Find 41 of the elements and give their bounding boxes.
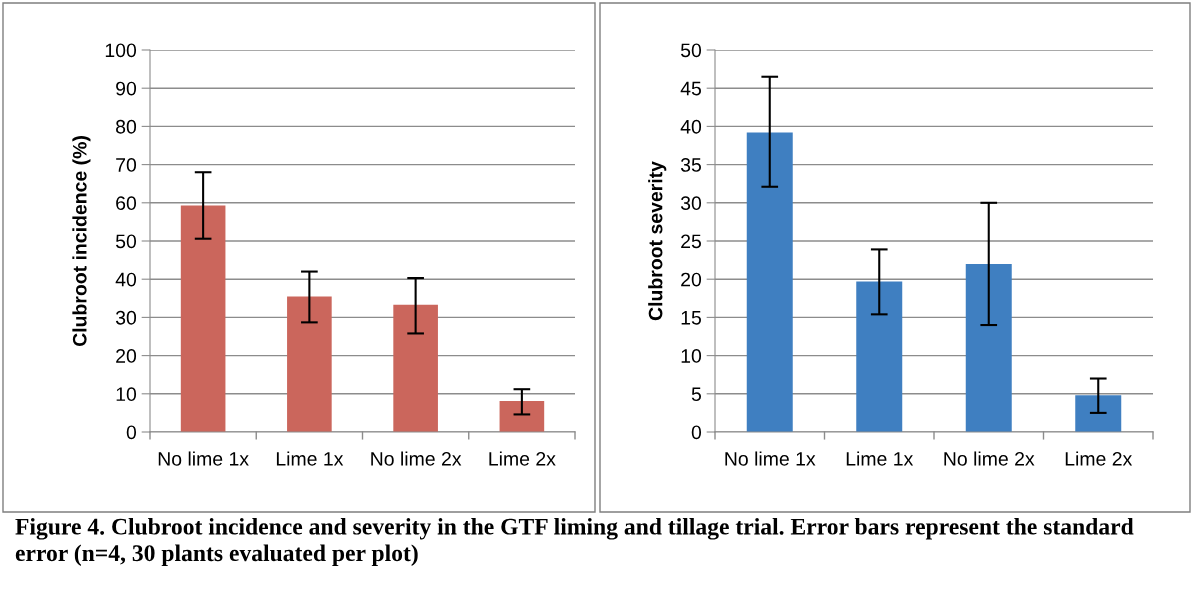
y-tick-label: 90 [116,81,137,96]
y-tick-label: 35 [680,158,701,172]
y-tick-label: 30 [680,196,702,211]
y-tick-label: 50 [680,43,702,58]
bar [856,281,903,432]
bar [965,263,1012,432]
y-tick-label: 40 [115,272,137,287]
bar [499,401,545,432]
y-axis-title: Clubroot severity [648,161,667,321]
bar [746,132,793,432]
y-tick-label: 45 [680,81,701,96]
x-tick-label: Lime 1x [276,451,344,466]
y-tick-label: 0 [126,425,137,440]
y-tick-label: 30 [115,310,137,325]
x-tick-label: No lime 2x [371,451,462,466]
x-tick-label: No lime 1x [725,451,816,466]
caption: Figure 4. Clubroot incidence and severity in the GTF liming and tillage trial. Error bars represent the standard error (n=4, 30 plants evaluated per plot) [15,518,1134,566]
y-tick-label: 10 [116,387,137,402]
x-tick-label: Lime 2x [489,451,556,466]
y-tick-label: 70 [116,158,137,172]
x-tick-label: Lime 1x [846,451,914,466]
y-tick-label: 15 [681,311,701,325]
bar [180,205,226,432]
y-tick-label: 25 [681,234,701,249]
bar [1075,395,1122,432]
y-tick-label: 80 [116,119,137,134]
y-tick-label: 60 [116,196,137,211]
y-tick-label: 50 [115,234,137,249]
bar [287,296,332,432]
bar [393,304,438,432]
y-tick-label: 20 [116,349,137,363]
y-tick-label: 20 [681,272,702,287]
x-tick-label: No lime 1x [158,451,249,466]
x-tick-label: No lime 2x [944,451,1035,466]
y-tick-label: 0 [691,425,702,440]
y-tick-label: 40 [680,119,702,134]
y-tick-label: 100 [105,43,137,58]
y-axis-title: Clubroot incidence (%) [72,136,91,347]
y-tick-label: 5 [691,387,701,402]
y-tick-label: 10 [681,349,702,363]
x-tick-label: Lime 2x [1065,451,1133,466]
